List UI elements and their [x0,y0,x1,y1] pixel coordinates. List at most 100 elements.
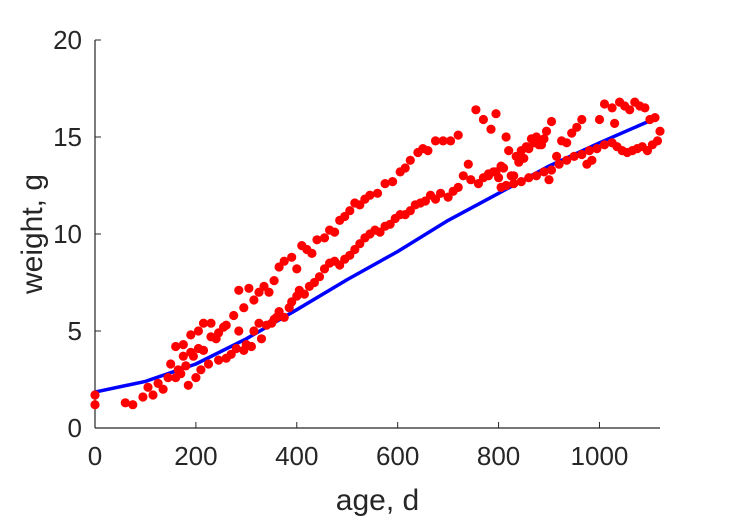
data-point [453,130,463,140]
data-point [430,136,441,146]
data-point [524,173,534,183]
data-point [234,285,244,295]
x-tick-label: 200 [174,441,217,471]
data-point [287,252,297,262]
data-point [400,163,410,173]
data-point [203,359,214,369]
data-point [198,345,209,355]
data-point [423,146,433,156]
data-point [610,118,620,128]
data-point [466,175,476,185]
data-point [345,206,355,216]
data-point [388,177,398,187]
data-point [214,355,224,365]
x-axis-label: age, d [336,484,419,517]
x-tick-label: 1000 [571,441,629,471]
data-point [592,144,602,154]
data-point [499,163,509,173]
data-point [143,382,153,392]
data-point [221,320,231,330]
data-point [584,146,595,156]
data-point [546,165,557,175]
data-point [446,136,456,146]
data-point [640,103,650,113]
data-point [509,179,519,189]
data-point [171,341,181,352]
data-point [299,289,309,299]
data-point [516,177,526,187]
data-point [148,390,158,400]
data-point [239,303,249,313]
data-point [572,122,582,132]
data-points-layer [90,97,665,410]
data-point [569,151,579,161]
data-point [501,180,511,191]
y-tick-label: 10 [53,219,82,249]
data-point [166,359,176,369]
data-point [176,369,186,379]
data-point [120,398,130,408]
data-point [249,326,259,336]
data-point [264,287,274,297]
y-axis-label: weight, g [16,174,49,295]
data-point [90,400,100,410]
x-tick-label: 0 [88,441,102,471]
data-point [546,116,557,127]
data-point [650,113,660,123]
data-point [365,190,375,200]
data-point [539,167,549,177]
data-point [494,173,504,183]
data-point [198,318,209,328]
data-point [471,105,481,115]
data-point [193,326,203,336]
data-point [312,235,322,245]
data-point [486,124,496,134]
data-point [186,330,196,340]
data-point [256,334,267,344]
data-point [128,400,138,410]
data-point [188,351,198,361]
data-point [178,340,188,350]
data-point [314,272,325,282]
data-point [501,132,511,142]
data-point [178,351,188,361]
data-point [655,126,665,136]
data-point [372,188,383,198]
data-point [436,188,446,198]
y-tick-label: 5 [68,316,82,346]
data-point [279,312,289,322]
tick-layer: 0 200 400 600 800 1000 0 5 10 15 20 [53,25,628,471]
data-point [652,136,663,146]
data-point [307,248,317,258]
data-point [599,99,610,109]
data-point [625,105,635,115]
data-point [191,373,201,383]
data-point [552,151,562,161]
data-point [539,134,549,144]
data-point [279,256,289,266]
data-point [554,159,564,169]
data-point [478,114,488,125]
data-point [541,126,552,136]
data-point [458,171,468,181]
data-point [491,109,501,119]
data-point [453,182,463,192]
data-point [577,149,587,160]
data-point [234,326,244,336]
data-point [587,155,597,165]
data-point [229,310,239,321]
data-point [509,171,519,181]
data-point [231,343,241,354]
data-point [607,103,617,113]
data-point [519,153,529,163]
data-point [181,361,191,371]
data-point [158,384,168,394]
data-point [594,114,605,125]
x-tick-label: 400 [275,441,318,471]
data-point [206,318,216,328]
data-point [544,175,554,185]
data-point [292,264,302,274]
data-point [577,114,587,125]
data-point [319,233,330,243]
data-point [183,380,193,390]
